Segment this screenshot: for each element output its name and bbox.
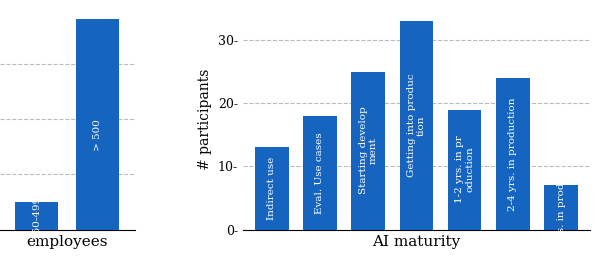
- Bar: [15, 202, 58, 230]
- Text: Indirect use: Indirect use: [267, 157, 276, 220]
- X-axis label: employees: employees: [26, 235, 108, 249]
- Bar: [255, 148, 288, 230]
- Y-axis label: # participants: # participants: [198, 68, 213, 170]
- Bar: [496, 78, 530, 230]
- Text: Eval. Use cases: Eval. Use cases: [315, 132, 324, 214]
- Text: > 5 yrs. in production: > 5 yrs. in production: [556, 150, 565, 265]
- Text: 1-2 yrs. in pr
oduction: 1-2 yrs. in pr oduction: [455, 136, 474, 204]
- Text: Starting develop
ment: Starting develop ment: [359, 107, 378, 195]
- Bar: [448, 109, 482, 230]
- Text: Getting into produc
tion: Getting into produc tion: [407, 74, 426, 177]
- Text: > 500: > 500: [93, 119, 102, 151]
- Text: 250-499: 250-499: [32, 195, 41, 239]
- Bar: [76, 20, 119, 230]
- Bar: [544, 185, 578, 230]
- X-axis label: AI maturity: AI maturity: [372, 235, 461, 249]
- Bar: [303, 116, 337, 230]
- Bar: [400, 21, 433, 230]
- Bar: [352, 72, 385, 230]
- Text: 2-4 yrs. in production: 2-4 yrs. in production: [508, 97, 517, 211]
